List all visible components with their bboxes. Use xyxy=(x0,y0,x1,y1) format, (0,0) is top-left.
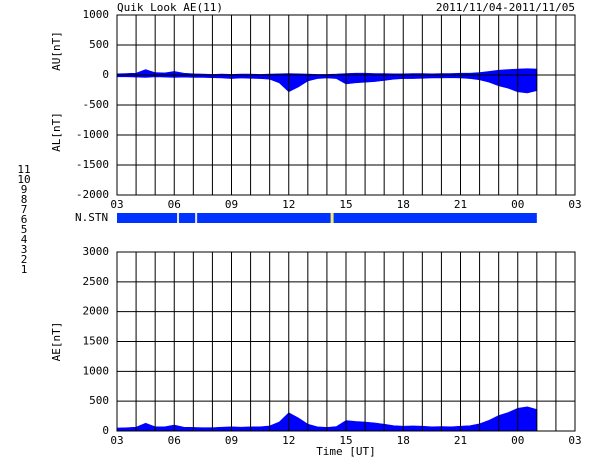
station-legend-label: 2 xyxy=(21,253,28,266)
plot-frame xyxy=(116,251,576,432)
y-tick-label: -500 xyxy=(83,98,110,111)
date-range: 2011/11/04-2011/11/05 xyxy=(436,1,575,14)
station-segment xyxy=(330,213,334,223)
station-legend-label: 11 xyxy=(17,163,30,176)
y-tick-label: 500 xyxy=(89,38,109,51)
area xyxy=(116,406,538,432)
y-tick-label: 3000 xyxy=(83,245,110,258)
x-tick-label: 03 xyxy=(568,434,581,447)
chart-title: Quik Look AE(11) xyxy=(117,1,223,14)
station-legend-label: 10 xyxy=(17,173,30,186)
x-tick-label: 00 xyxy=(511,434,524,447)
station-legend-label: 4 xyxy=(21,233,28,246)
x-tick-label: 00 xyxy=(511,198,524,211)
y-tick-label: 2000 xyxy=(83,305,110,318)
station-legend-label: 9 xyxy=(21,183,28,196)
plot-frame xyxy=(116,14,576,196)
x-tick-label: 06 xyxy=(168,434,181,447)
x-axis-label: Time [UT] xyxy=(316,445,376,458)
y-tick-label: -2000 xyxy=(76,188,109,201)
station-legend-label: 8 xyxy=(21,193,28,206)
y-axis-label: AE[nT] xyxy=(50,322,63,362)
y-tick-label: -1500 xyxy=(76,158,109,171)
x-tick-label: 15 xyxy=(339,198,352,211)
station-segment xyxy=(333,213,537,223)
y-tick-label: 1000 xyxy=(83,8,110,21)
x-tick-label: 21 xyxy=(454,198,467,211)
y-tick-label: 0 xyxy=(102,68,109,81)
station-legend-label: 5 xyxy=(21,223,28,236)
x-tick-label: 03 xyxy=(568,198,581,211)
y-tick-label: -1000 xyxy=(76,128,109,141)
station-segment xyxy=(179,213,196,223)
station-segment xyxy=(177,213,180,223)
x-tick-label: 15 xyxy=(339,434,352,447)
station-legend-label: 6 xyxy=(21,213,28,226)
x-tick-label: 06 xyxy=(168,198,181,211)
x-tick-label: 12 xyxy=(282,434,295,447)
x-tick-label: 03 xyxy=(110,198,123,211)
x-tick-label: 09 xyxy=(225,198,238,211)
timeline-label: N.STN xyxy=(75,211,108,224)
y-axis-label: AL[nT] xyxy=(50,112,63,152)
y-axis-label: AU[nT] xyxy=(50,31,63,71)
x-tick-label: 12 xyxy=(282,198,295,211)
x-tick-label: 21 xyxy=(454,434,467,447)
station-segment xyxy=(117,213,178,223)
y-tick-label: 1500 xyxy=(83,335,110,348)
station-legend-label: 1 xyxy=(21,263,28,276)
x-tick-label: 18 xyxy=(397,434,410,447)
area xyxy=(116,68,538,76)
station-legend-label: 3 xyxy=(21,243,28,256)
x-tick-label: 18 xyxy=(397,198,410,211)
area xyxy=(116,74,538,94)
x-tick-label: 09 xyxy=(225,434,238,447)
station-segment xyxy=(195,213,198,223)
y-tick-label: 500 xyxy=(89,394,109,407)
station-legend-label: 7 xyxy=(21,203,28,216)
y-tick-label: 0 xyxy=(102,424,109,437)
station-segment xyxy=(197,213,331,223)
y-tick-label: 2500 xyxy=(83,275,110,288)
x-tick-label: 03 xyxy=(110,434,123,447)
y-tick-label: 1000 xyxy=(83,364,110,377)
